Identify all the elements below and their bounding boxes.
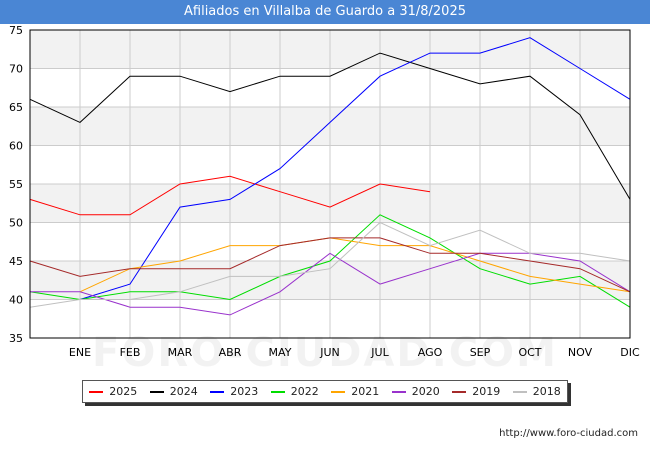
legend-item-2020: 2020 bbox=[391, 385, 440, 398]
legend-swatch bbox=[149, 390, 164, 393]
legend-swatch bbox=[391, 390, 406, 393]
y-tick-label: 55 bbox=[9, 178, 23, 191]
legend-swatch bbox=[89, 390, 104, 393]
x-tick-label: AGO bbox=[418, 346, 443, 359]
series-lines bbox=[29, 37, 631, 316]
x-tick-label: DIC bbox=[620, 346, 640, 359]
x-tick-label: OCT bbox=[518, 346, 541, 359]
y-tick-label: 50 bbox=[9, 217, 23, 230]
legend-label: 2023 bbox=[230, 385, 259, 398]
plot-frame bbox=[29, 29, 631, 339]
y-axis: 35 40 45 50 55 60 65 70 75 bbox=[9, 24, 23, 345]
y-tick-label: 35 bbox=[9, 332, 23, 345]
series-line-2019 bbox=[29, 237, 631, 293]
legend-label: 2019 bbox=[472, 385, 501, 398]
x-tick-label: FEB bbox=[120, 346, 141, 359]
x-tick-label: JUL bbox=[370, 346, 389, 359]
legend-swatch bbox=[210, 390, 225, 393]
legend-swatch bbox=[270, 390, 285, 393]
y-tick-label: 40 bbox=[9, 294, 23, 307]
y-tick-label: 70 bbox=[9, 63, 23, 76]
x-tick-label: MAR bbox=[168, 346, 193, 359]
series-line-2018 bbox=[29, 221, 631, 308]
legend-label: 2018 bbox=[532, 385, 561, 398]
legend-item-2023: 2023 bbox=[210, 385, 258, 398]
x-axis: ENE FEB MAR ABR MAY JUN JUL AGO SEP OCT NOV DIC bbox=[69, 346, 640, 359]
y-tick-label: 65 bbox=[9, 101, 23, 114]
legend-swatch bbox=[331, 390, 346, 393]
legend-label: 2021 bbox=[351, 385, 380, 398]
legend-item-2025: 2025 bbox=[89, 385, 137, 398]
legend-item-2024: 2024 bbox=[149, 385, 198, 398]
series-line-2022 bbox=[29, 214, 631, 308]
x-tick-label: SEP bbox=[470, 346, 491, 359]
legend-label: 2020 bbox=[411, 385, 440, 398]
x-tick-label: NOV bbox=[568, 346, 593, 359]
y-tick-label: 60 bbox=[9, 140, 23, 153]
legend-swatch bbox=[512, 390, 527, 393]
plot-border bbox=[29, 29, 631, 339]
series-line-2021 bbox=[79, 237, 631, 293]
legend-item-2019: 2019 bbox=[452, 385, 500, 398]
source-url: http://www.foro-ciudad.com bbox=[499, 428, 638, 439]
legend-item-2018: 2018 bbox=[512, 385, 561, 398]
legend-item-2021: 2021 bbox=[331, 385, 379, 398]
chart-title: Afiliados en Villalba de Guardo a 31/8/2… bbox=[0, 0, 650, 24]
series-line-2025 bbox=[29, 175, 431, 216]
legend-label: 2022 bbox=[290, 385, 319, 398]
series-line-2023 bbox=[79, 37, 631, 300]
legend-label: 2024 bbox=[169, 385, 198, 398]
series-line-2024 bbox=[29, 52, 631, 200]
y-tick-label: 75 bbox=[9, 24, 23, 37]
legend-swatch bbox=[452, 390, 467, 393]
y-tick-label: 45 bbox=[9, 255, 23, 268]
x-tick-label: ENE bbox=[69, 346, 91, 359]
legend: 2025 2024 2023 2022 2021 2020 2019 2018 bbox=[82, 380, 568, 403]
legend-item-2022: 2022 bbox=[270, 385, 319, 398]
watermark: FORO-CIUDAD.COM bbox=[92, 330, 558, 376]
x-tick-label: ABR bbox=[219, 346, 242, 359]
x-tick-label: MAY bbox=[269, 346, 292, 359]
x-tick-label: JUN bbox=[319, 346, 340, 359]
legend-label: 2025 bbox=[109, 385, 138, 398]
